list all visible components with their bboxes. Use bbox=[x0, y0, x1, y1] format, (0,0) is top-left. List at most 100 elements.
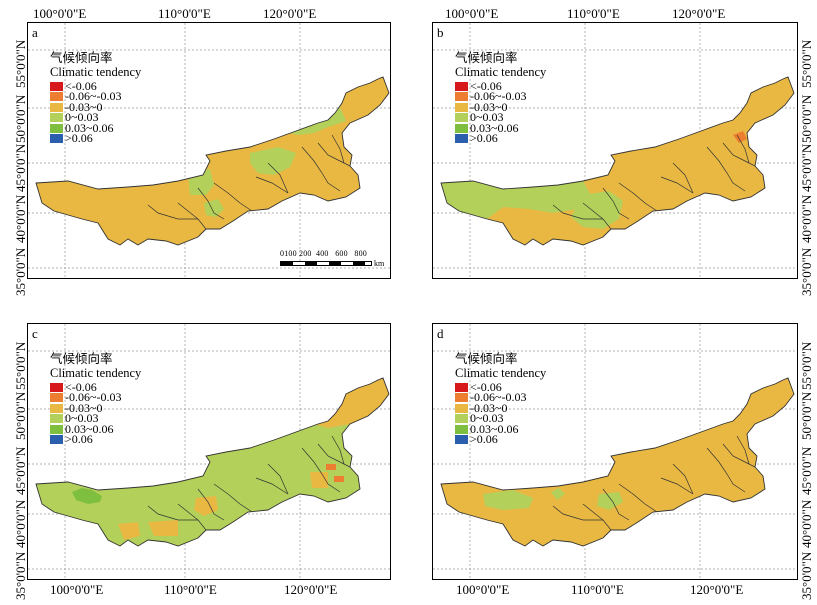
tendency-zone bbox=[571, 191, 623, 229]
legend-item: 0.03~0.06 bbox=[455, 423, 546, 435]
tendency-zone bbox=[304, 378, 389, 428]
tendency-zone bbox=[40, 484, 168, 512]
tendency-zone bbox=[250, 147, 296, 175]
lat-label-35n-right-d: 35°0'0"N bbox=[799, 551, 814, 600]
legend-item: >0.06 bbox=[50, 433, 141, 445]
legend-swatch bbox=[50, 393, 63, 403]
panel-b: b 气候倾向率 Climatic tendency <-0.06 -0.06~-0.03… bbox=[432, 22, 798, 279]
tendency-zone bbox=[597, 492, 623, 510]
legend-item: -0.03~0 bbox=[50, 402, 141, 414]
legend-item: 0.03~0.06 bbox=[50, 120, 141, 135]
legend-title-cn: 气候倾向率 bbox=[455, 51, 518, 65]
legend-label: 0~0.03 bbox=[470, 110, 504, 125]
legend-item: 0~0.03 bbox=[50, 411, 141, 426]
region-outline bbox=[440, 377, 795, 547]
legend-label: -0.06~-0.03 bbox=[470, 89, 527, 104]
legend-title-en: Climatic tendency bbox=[50, 366, 142, 380]
lon-label-120e-top: 120°0'0"E bbox=[263, 6, 317, 21]
legend-label: >0.06 bbox=[470, 131, 498, 146]
legend-swatch bbox=[50, 134, 63, 144]
legend-item: -0.03~0 bbox=[455, 400, 546, 415]
lon-label-110e-bottom: 110°0'0"E bbox=[164, 582, 217, 597]
legend-label: -0.06~-0.03 bbox=[65, 390, 122, 405]
map-canvas bbox=[433, 23, 797, 278]
legend-label: >0.06 bbox=[470, 432, 498, 447]
scale-bar: 0100 200 400 600 800 km bbox=[280, 249, 384, 268]
legend-label: 0~0.03 bbox=[65, 110, 99, 125]
legend-label: -0.06~-0.03 bbox=[470, 390, 527, 405]
legend-label: 0~0.03 bbox=[65, 411, 99, 426]
legend-item: >0.06 bbox=[50, 131, 141, 146]
legend-swatch bbox=[455, 414, 468, 424]
legend-swatch bbox=[455, 113, 468, 123]
legend-label: <-0.06 bbox=[470, 379, 502, 394]
legend-swatch bbox=[50, 414, 63, 424]
legend-label: >0.06 bbox=[65, 131, 93, 146]
legend-swatch bbox=[50, 113, 63, 123]
legend: 气候倾向率 Climatic tendency <-0.06 -0.06~-0.03-… bbox=[455, 352, 546, 445]
legend-label: -0.03~0 bbox=[65, 99, 103, 114]
lat-label-45n-right-b: 45°0'0"N bbox=[799, 143, 814, 192]
legend-swatch bbox=[455, 435, 468, 445]
region-outline bbox=[440, 76, 795, 246]
legend-label: 0.03~0.06 bbox=[470, 120, 519, 135]
legend-item: <-0.06 bbox=[50, 379, 141, 394]
legend-item: >0.06 bbox=[455, 432, 546, 447]
legend-swatch bbox=[50, 382, 63, 392]
lon-label-100e-bottom-right: 100°0'0"E bbox=[456, 582, 510, 597]
panel-d: d 气候倾向率 Climatic tendency <-0.06 -0.06~-0.03… bbox=[432, 323, 798, 580]
legend-item: -0.06~-0.03 bbox=[50, 390, 141, 405]
legend-swatch bbox=[50, 102, 63, 112]
panel-label: b bbox=[437, 25, 444, 40]
lat-label-35n-right-b: 35°0'0"N bbox=[799, 247, 814, 296]
lat-label-50n-right-b: 50°0'0"N bbox=[799, 94, 814, 143]
legend: 气候倾向率 Climatic tendency <-0.06 -0.06~-0.03-… bbox=[50, 352, 141, 445]
legend-label: -0.03~0 bbox=[470, 400, 508, 415]
legend-swatch bbox=[50, 403, 63, 413]
legend-item: <-0.06 bbox=[455, 379, 546, 394]
legend-label: <-0.06 bbox=[65, 379, 97, 394]
legend-item: >0.06 bbox=[455, 131, 546, 146]
tendency-zone bbox=[72, 488, 102, 504]
legend-label: 0.03~0.06 bbox=[65, 120, 114, 135]
panel-label: c bbox=[32, 326, 38, 341]
legend-item: -0.03~0 bbox=[455, 101, 546, 113]
lat-label-50n-right-d: 50°0'0"N bbox=[799, 391, 814, 440]
legend-swatch bbox=[455, 424, 468, 434]
tendency-zone bbox=[118, 522, 140, 540]
legend-swatch bbox=[455, 403, 468, 413]
legend-swatch bbox=[50, 123, 63, 133]
legend-title-en: Climatic tendency bbox=[455, 65, 547, 79]
panel-c: c 气候倾向率 Climatic tendency <-0.06 -0.06~-0.03… bbox=[27, 323, 391, 580]
tendency-zone bbox=[733, 131, 747, 143]
panel-label: d bbox=[437, 326, 444, 341]
legend-title-en: Climatic tendency bbox=[455, 366, 547, 380]
legend-swatch bbox=[455, 134, 468, 144]
map-canvas bbox=[433, 324, 797, 579]
legend-label: 0.03~0.06 bbox=[65, 421, 114, 436]
legend-title-cn: 气候倾向率 bbox=[455, 352, 518, 366]
tendency-zone bbox=[441, 181, 593, 219]
map-canvas bbox=[28, 324, 390, 579]
legend-swatch bbox=[50, 92, 63, 102]
legend-item: 0~0.03 bbox=[455, 411, 546, 426]
legend-label: 0~0.03 bbox=[470, 411, 504, 426]
lat-label-55n-right-b: 55°0'0"N bbox=[799, 39, 814, 88]
legend-swatch bbox=[455, 92, 468, 102]
legend-swatch bbox=[50, 424, 63, 434]
lon-label-100e-top: 100°0'0"E bbox=[33, 6, 87, 21]
legend-item: -0.06~-0.03 bbox=[455, 390, 546, 405]
region-fill bbox=[36, 77, 389, 245]
legend: 气候倾向率 Climatic tendency <-0.06 -0.06~-0.03-… bbox=[455, 51, 546, 144]
legend-item: 0~0.03 bbox=[455, 110, 546, 125]
legend-item: <-0.06 bbox=[455, 80, 546, 92]
legend-swatch bbox=[455, 102, 468, 112]
legend-label: <-0.06 bbox=[65, 78, 97, 93]
lon-label-110e-top-right: 110°0'0"E bbox=[567, 6, 620, 21]
legend-item: -0.06~-0.03 bbox=[50, 90, 141, 102]
region-outline bbox=[35, 76, 390, 246]
tendency-zone bbox=[148, 520, 178, 536]
legend-title-cn: 气候倾向率 bbox=[50, 352, 113, 366]
lon-label-110e-top: 110°0'0"E bbox=[158, 6, 211, 21]
lon-label-100e-top-right: 100°0'0"E bbox=[445, 6, 499, 21]
